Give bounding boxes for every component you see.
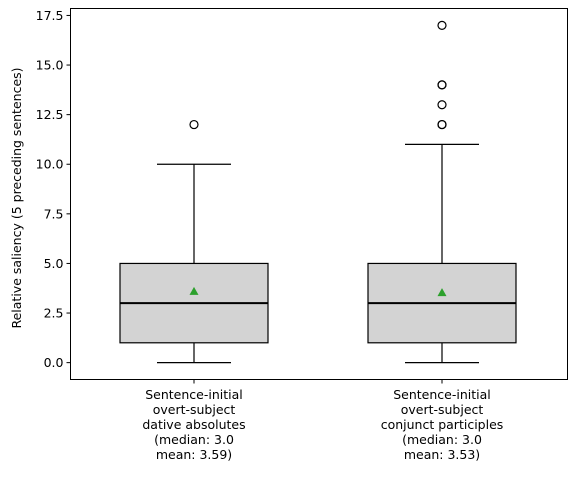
- y-tick-label: 7.5: [44, 206, 64, 221]
- x-category-label: dative absolutes: [142, 417, 245, 432]
- x-category-label: mean: 3.59): [156, 447, 232, 462]
- x-category-label: Sentence-initial: [393, 387, 491, 402]
- x-category-label: Sentence-initial: [145, 387, 243, 402]
- y-tick-label: 10.0: [36, 157, 64, 172]
- outlier-point: [437, 119, 447, 130]
- x-category-label: (median: 3.0: [402, 432, 482, 447]
- y-tick-label: 5.0: [44, 256, 64, 271]
- y-tick-label: 2.5: [44, 306, 64, 321]
- outlier-point: [437, 80, 447, 90]
- outlier-point: [437, 100, 447, 110]
- y-tick-label: 15.0: [36, 58, 64, 73]
- plot-area: 0.0 2.5 5.0 7.5 10.0 12.5 15.0 17.5 Sentence-ini…: [36, 8, 517, 462]
- mean-marker: [189, 286, 199, 295]
- y-axis-title: Relative saliency (5 preceding sentences…: [9, 67, 24, 328]
- x-category-label: mean: 3.53): [404, 447, 480, 462]
- axes-frame: [70, 8, 568, 380]
- x-category-label: overt-subject: [401, 402, 484, 417]
- mean-marker: [437, 288, 447, 297]
- x-category-label: (median: 3.0: [154, 432, 234, 447]
- x-category-label: conjunct participles: [381, 417, 504, 432]
- outlier-point: [437, 20, 447, 30]
- y-tick-label: 12.5: [36, 107, 64, 122]
- y-tick-label: 17.5: [36, 8, 64, 23]
- x-category-label: overt-subject: [153, 402, 236, 417]
- outlier-point: [189, 119, 199, 130]
- y-tick-label: 0.0: [44, 355, 64, 370]
